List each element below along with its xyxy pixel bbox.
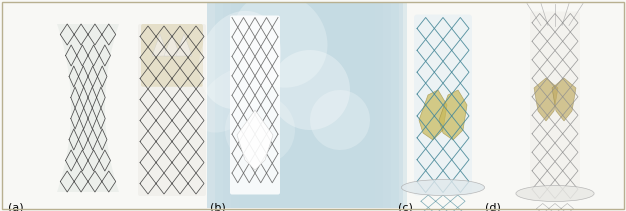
FancyBboxPatch shape	[207, 3, 407, 208]
FancyBboxPatch shape	[239, 3, 375, 208]
Polygon shape	[237, 110, 273, 170]
FancyBboxPatch shape	[138, 24, 206, 196]
FancyBboxPatch shape	[223, 3, 391, 208]
Polygon shape	[439, 90, 467, 140]
Text: (d): (d)	[485, 203, 501, 211]
Ellipse shape	[270, 50, 350, 130]
Text: (a): (a)	[8, 203, 23, 211]
Ellipse shape	[192, 73, 269, 127]
FancyBboxPatch shape	[230, 15, 280, 195]
Polygon shape	[419, 90, 447, 140]
Polygon shape	[534, 78, 558, 121]
Polygon shape	[176, 34, 192, 56]
Text: (c): (c)	[398, 203, 413, 211]
Ellipse shape	[401, 180, 485, 196]
FancyBboxPatch shape	[215, 3, 399, 208]
Polygon shape	[57, 24, 119, 192]
FancyBboxPatch shape	[141, 24, 203, 87]
FancyBboxPatch shape	[530, 12, 580, 200]
FancyBboxPatch shape	[414, 15, 472, 196]
FancyBboxPatch shape	[207, 3, 403, 208]
Ellipse shape	[233, 0, 327, 88]
Ellipse shape	[193, 16, 287, 104]
Polygon shape	[152, 34, 168, 56]
Polygon shape	[552, 78, 576, 121]
Ellipse shape	[310, 90, 370, 150]
FancyBboxPatch shape	[231, 3, 383, 208]
Text: (b): (b)	[210, 203, 225, 211]
Polygon shape	[164, 34, 180, 56]
Ellipse shape	[516, 185, 594, 202]
Ellipse shape	[225, 95, 295, 165]
